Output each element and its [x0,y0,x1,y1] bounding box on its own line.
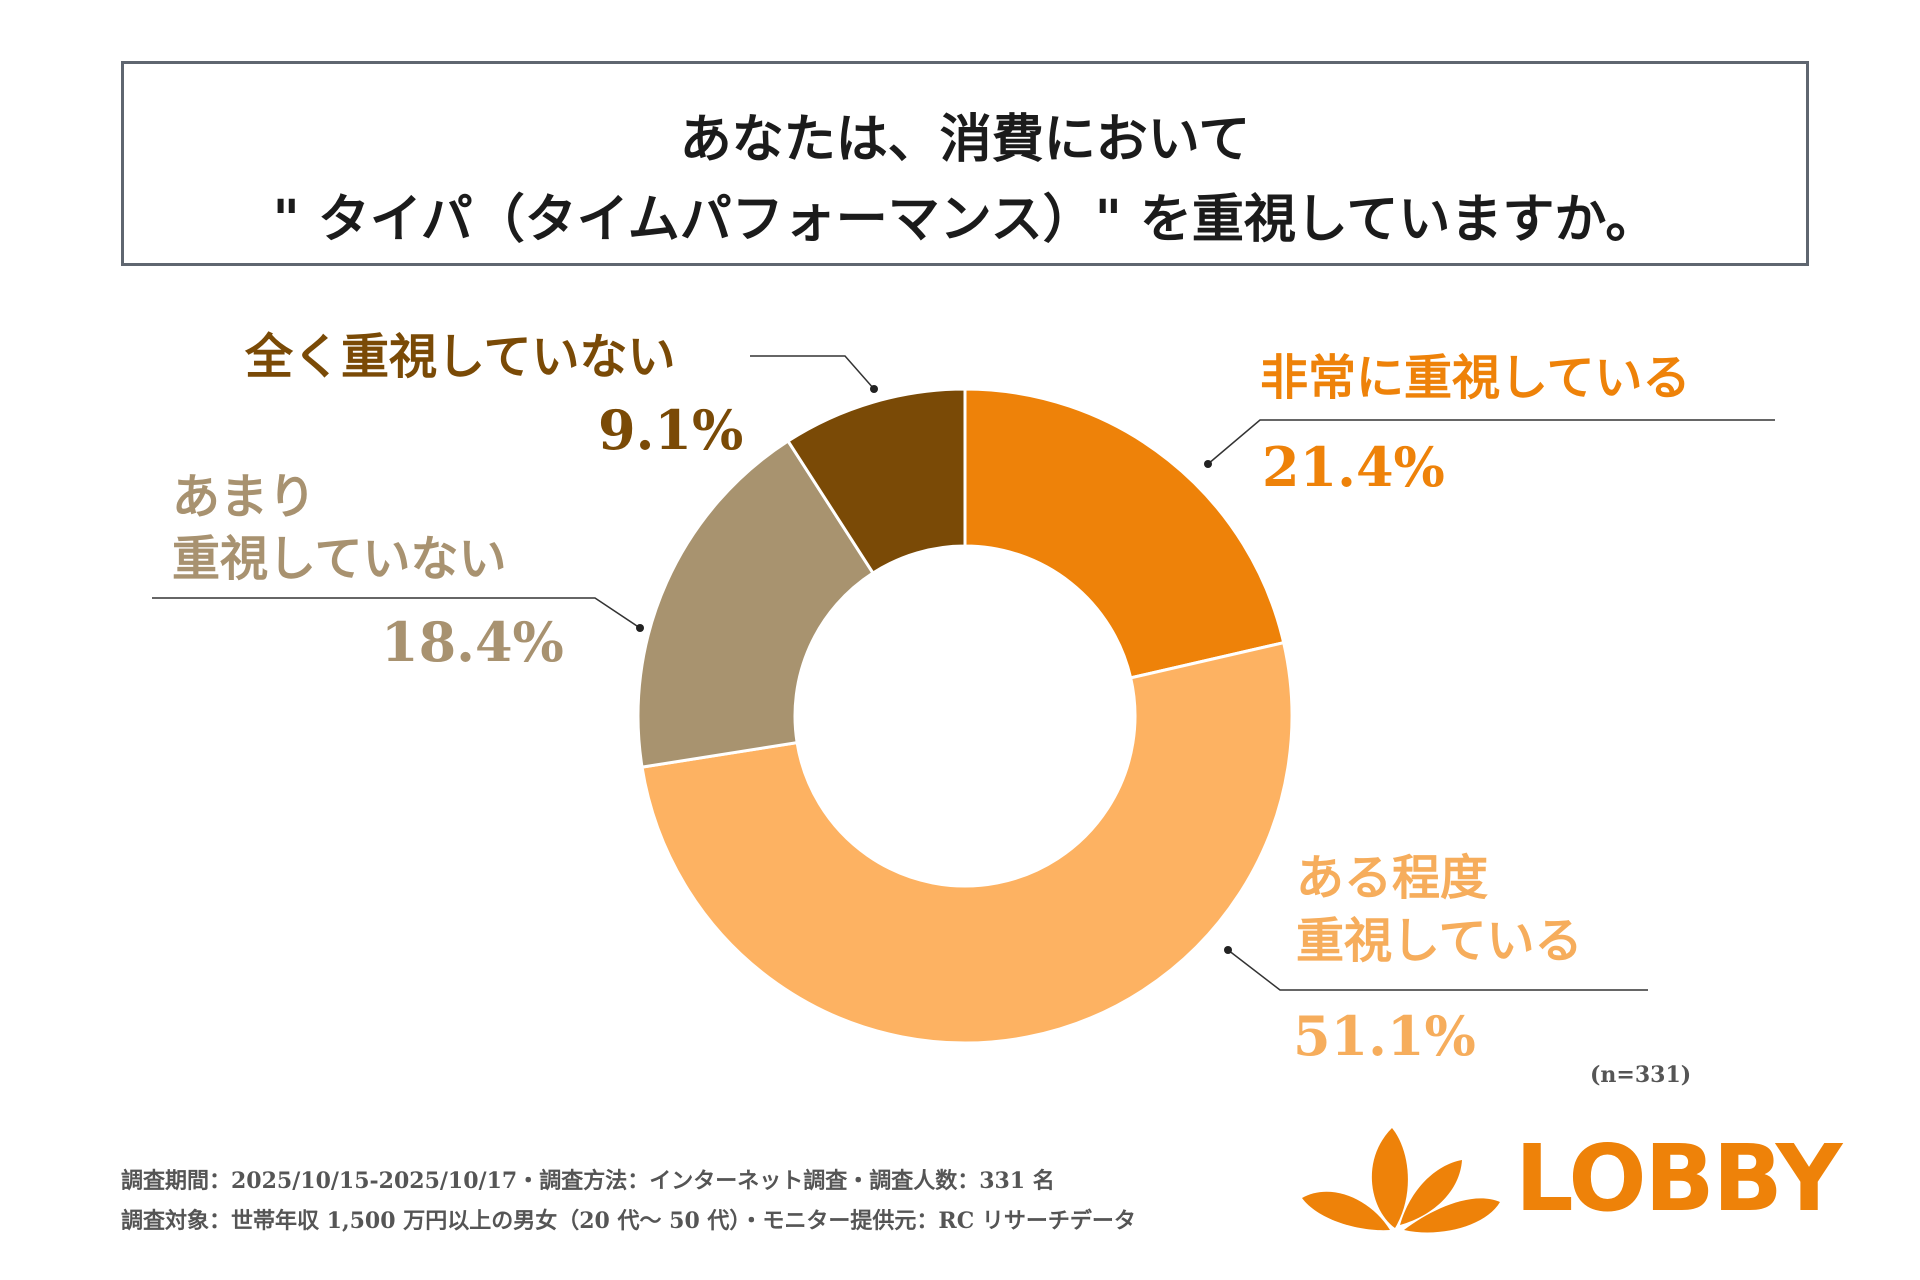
label-none-name: 全く重視していない [245,329,676,385]
label-little-value: 18.4% [381,610,564,674]
leader-line-none [750,355,875,390]
leader-line-very [1207,419,1775,465]
leader-dot-little [636,624,644,632]
leader-dot-some [1224,946,1232,954]
label-some-name-1: ある程度 [1296,850,1489,906]
footer-line-1: 調査期間：2025/10/15-2025/10/17・調査方法：インターネット調… [121,1168,1055,1194]
slice-little [636,438,876,769]
title-box: あなたは、消費において " タイパ（タイムパフォーマンス）" を重視していますか… [121,61,1809,266]
leaf-icon [1302,1128,1500,1233]
title-line-2: " タイパ（タイムパフォーマンス）" を重視していますか。 [272,189,1658,250]
footer-line-2: 調査対象：世帯年収 1,500 万円以上の男女（20 代〜 50 代）・モニター… [121,1208,1136,1234]
leader-line-little [152,597,641,629]
label-little-name-2: 重視していない [172,531,507,587]
label-some-name-2: 重視している [1296,913,1583,969]
leader-dot-very [1204,460,1212,468]
label-none-value: 9.1% [598,398,744,462]
logo-text: LOBBY [1515,1125,1842,1232]
title-line-1: あなたは、消費において [679,109,1251,170]
leader-line-some [1227,949,1648,991]
sample-size: (n=331) [1590,1062,1692,1088]
lobby-logo: LOBBY [1300,1120,1842,1240]
label-very-name: 非常に重視している [1260,350,1691,406]
label-little-name-1: あまり [172,469,317,525]
label-very-value: 21.4% [1262,435,1445,499]
slice-some [640,640,1294,1045]
label-some-value: 51.1% [1293,1004,1476,1068]
donut-slices [636,387,1294,1045]
slice-none [785,387,967,576]
slice-very [963,387,1286,680]
leader-dot-none [870,385,878,393]
leader-lines [152,355,1775,991]
